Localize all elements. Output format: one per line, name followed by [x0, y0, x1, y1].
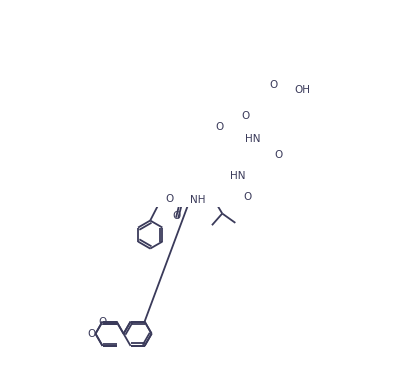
Text: OH: OH	[294, 84, 309, 95]
Text: HN: HN	[230, 171, 245, 181]
Text: O: O	[241, 111, 249, 121]
Text: O: O	[98, 317, 106, 326]
Text: O: O	[269, 80, 277, 90]
Text: O: O	[172, 211, 180, 221]
Text: O: O	[215, 122, 223, 131]
Text: O: O	[273, 150, 282, 160]
Text: O: O	[87, 329, 96, 339]
Text: O: O	[243, 192, 251, 202]
Text: O: O	[165, 194, 174, 204]
Text: NH: NH	[190, 196, 205, 205]
Text: HN: HN	[245, 134, 260, 143]
